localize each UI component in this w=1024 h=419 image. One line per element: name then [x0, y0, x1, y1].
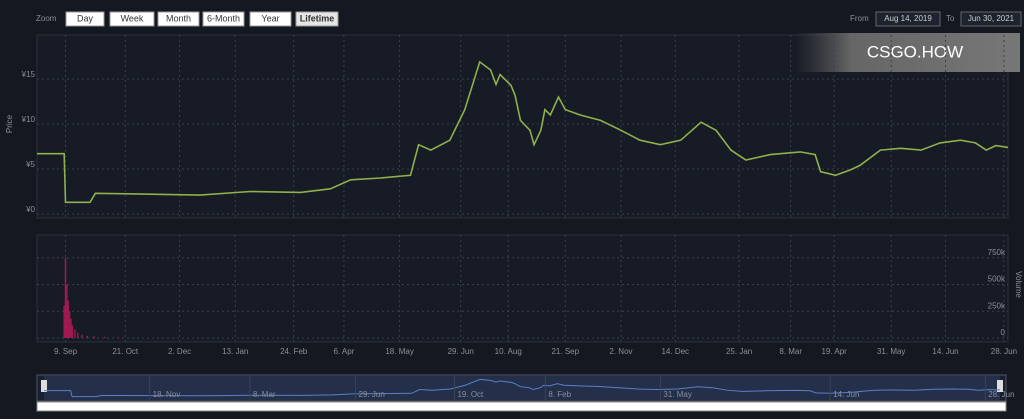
- navigator-tick-label: 19. Oct: [457, 390, 484, 399]
- price-line: [37, 60, 1009, 204]
- x-tick-label: 9. Sep: [54, 347, 78, 356]
- volume-bar: [76, 332, 79, 338]
- y-tick-label: ¥15: [21, 70, 36, 79]
- zoom-button[interactable]: Day: [65, 11, 105, 27]
- to-value[interactable]: Jun 30, 2021: [968, 14, 1015, 23]
- y-axis-label: Volume: [1014, 271, 1023, 298]
- from-value[interactable]: Aug 14, 2019: [884, 14, 932, 23]
- x-tick-label: 28. Jun: [991, 347, 1017, 356]
- zoom-button-bg[interactable]: [109, 11, 155, 27]
- x-tick-label: 21. Sep: [551, 347, 579, 356]
- zoom-button-bg[interactable]: [65, 11, 105, 27]
- volume-bar: [117, 337, 120, 338]
- navigator-line: [44, 378, 1001, 398]
- y-tick-label: ¥0: [25, 205, 35, 214]
- zoom-button-label[interactable]: Lifetime: [300, 13, 335, 23]
- x-tick-label: 29. Jun: [448, 347, 474, 356]
- zoom-button-label[interactable]: 6-Month: [207, 13, 240, 23]
- volume-bar: [74, 329, 76, 338]
- x-tick-label: 13. Jan: [222, 347, 248, 356]
- navigator-tick-label: 31. May: [663, 390, 691, 399]
- y-tick-label: 250k: [988, 301, 1006, 310]
- x-tick-label: 14. Jun: [932, 347, 958, 356]
- volume-bar: [63, 305, 65, 338]
- navigator-tick-label: 8. Mar: [253, 390, 276, 399]
- navigator-tick-label: 14. Jun: [833, 390, 859, 399]
- zoom-button[interactable]: Lifetime: [295, 11, 339, 27]
- x-tick-label: 18. May: [385, 347, 413, 356]
- x-tick-label: 31. May: [877, 347, 905, 356]
- zoom-label: Zoom: [36, 14, 57, 23]
- navigator-tick-label: 18. Nov: [153, 390, 181, 399]
- watermark: CSGO.HOW: [867, 42, 963, 61]
- volume-bar: [66, 284, 68, 338]
- to-input[interactable]: [960, 11, 1022, 27]
- zoom-button-bg[interactable]: [249, 11, 292, 27]
- zoom-button[interactable]: 6-Month: [202, 11, 245, 27]
- navigator[interactable]: [36, 374, 1007, 402]
- zoom-button-bg[interactable]: [157, 11, 200, 27]
- zoom-button-bg[interactable]: [295, 11, 339, 27]
- scrollbar[interactable]: [36, 401, 1007, 412]
- volume-bar: [70, 318, 72, 338]
- zoom-button-label[interactable]: Month: [166, 13, 191, 23]
- x-tick-label: 2. Nov: [609, 347, 632, 356]
- volume-bar: [67, 300, 69, 338]
- x-tick-label: 8. Mar: [779, 347, 802, 356]
- y-tick-label: ¥5: [25, 160, 35, 169]
- x-tick-label: 14. Dec: [661, 347, 689, 356]
- watermark-box: [795, 33, 1020, 72]
- x-tick-label: 19. Apr: [821, 347, 847, 356]
- volume-bar: [81, 334, 83, 338]
- y-axis-label: Price: [5, 114, 14, 133]
- volume-bar: [104, 336, 106, 338]
- y-tick-label: 750k: [988, 248, 1006, 257]
- volume-bar: [86, 335, 88, 338]
- navigator-handle[interactable]: [997, 380, 1003, 392]
- volume-bar: [68, 311, 71, 338]
- from-label: From: [850, 14, 869, 23]
- y-tick-label: 0: [1001, 328, 1006, 337]
- zoom-button[interactable]: Week: [109, 11, 155, 27]
- zoom-button-label[interactable]: Day: [77, 13, 94, 23]
- zoom-button-label[interactable]: Week: [121, 13, 144, 23]
- navigator-tick-label: 8. Feb: [548, 390, 571, 399]
- volume-pane: [36, 234, 1009, 343]
- x-tick-label: 21. Oct: [112, 347, 139, 356]
- volume-bar: [93, 336, 95, 338]
- zoom-button[interactable]: Year: [249, 11, 292, 27]
- x-tick-label: 24. Feb: [280, 347, 308, 356]
- x-tick-label: 25. Jan: [726, 347, 752, 356]
- x-tick-label: 2. Dec: [168, 347, 191, 356]
- y-tick-label: ¥10: [21, 115, 36, 124]
- navigator-tick-label: 28. Jun: [988, 390, 1014, 399]
- navigator-tick-label: 29. Jun: [359, 390, 385, 399]
- x-tick-label: 6. Apr: [333, 347, 354, 356]
- zoom-button-label[interactable]: Year: [261, 13, 279, 23]
- navigator-handle[interactable]: [41, 380, 47, 392]
- volume-bar: [71, 325, 74, 338]
- zoom-button-bg[interactable]: [202, 11, 245, 27]
- volume-bar: [64, 257, 67, 338]
- x-tick-label: 10. Aug: [495, 347, 522, 356]
- zoom-button[interactable]: Month: [157, 11, 200, 27]
- to-label: To: [946, 14, 955, 23]
- from-input[interactable]: [875, 11, 941, 27]
- y-tick-label: 500k: [988, 275, 1006, 284]
